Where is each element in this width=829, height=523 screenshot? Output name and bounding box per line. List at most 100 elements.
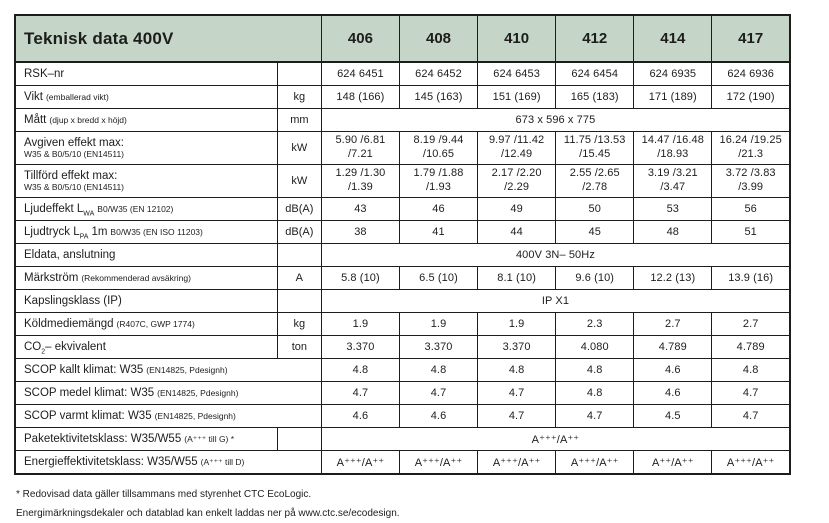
span-value-cell: A⁺⁺⁺/A⁺⁺ — [320, 427, 791, 451]
value-cell: 4.7 — [320, 381, 400, 405]
row-kapslingsklass: Kapslingsklass (IP) IP X1 — [14, 289, 791, 313]
row-matt: Mått (djup x bredd x höjd) mm 673 x 596 x… — [14, 108, 791, 132]
value-cell: 3.370 — [477, 335, 557, 359]
row-label: Avgiven effekt max: — [24, 136, 124, 149]
value-cell: 624 6936 — [711, 61, 791, 86]
row-scop-varmt: SCOP varmt klimat: W35 (EN14825, Pdesignh… — [14, 404, 791, 428]
row-label: Eldata, anslutning — [24, 249, 116, 261]
unit-cell: ton — [276, 335, 322, 359]
model-column-header: 414 — [633, 14, 713, 63]
row-label-note: (emballerad vikt) — [45, 92, 109, 102]
value-cell: 145 (163) — [398, 85, 479, 109]
unit-cell — [276, 427, 322, 451]
span-value-cell: IP X1 — [320, 289, 791, 313]
value-cell: 172 (190) — [711, 85, 791, 109]
value-cell: 14.47 /16.48/18.93 — [633, 131, 713, 165]
value-cell: 4.8 — [555, 358, 635, 382]
row-label-note: (EN14825, Pdesignh) — [154, 411, 236, 421]
model-column-header: 406 — [320, 14, 400, 63]
row-avgiven-effekt: Avgiven effekt max: W35 & B0/5/10 (EN145… — [14, 131, 791, 165]
model-column-header: 412 — [555, 14, 635, 63]
value-cell: 4.5 — [633, 404, 713, 428]
row-label-note: W35 & B0/5/10 (EN14511) — [24, 181, 125, 192]
row-label: Märkström — [24, 272, 79, 284]
value-cell: A⁺⁺⁺/A⁺⁺ — [477, 450, 557, 475]
value-cell: 41 — [398, 220, 479, 244]
row-label-note: (A⁺⁺⁺ till G) * — [184, 434, 235, 444]
value-cell: 13.9 (16) — [711, 266, 791, 290]
value-cell: 3.370 — [320, 335, 400, 359]
row-label-note: B0/W35 (EN 12102) — [97, 204, 174, 214]
table-header-row: Teknisk data 400V 406 408 410 412 414 41… — [14, 14, 791, 63]
row-label: Paketektivitetsklass: W35/W55 — [24, 433, 182, 445]
row-ljudtryck: Ljudtryck LPA 1m B0/W35 (EN ISO 11203) dB(… — [14, 220, 791, 244]
value-cell: 9.97 /11.42/12.49 — [477, 131, 557, 165]
unit-cell: dB(A) — [276, 197, 322, 221]
unit-cell — [276, 289, 322, 313]
value-cell: 9.6 (10) — [555, 266, 635, 290]
value-cell: 3.370 — [398, 335, 479, 359]
value-cell: A⁺⁺/A⁺⁺ — [633, 450, 713, 475]
footnote-asterisk: * Redovisad data gäller tillsammans med … — [16, 489, 312, 500]
value-cell: 4.7 — [711, 381, 791, 405]
value-cell: 2.55 /2.65/2.78 — [555, 164, 635, 198]
value-cell: 4.8 — [320, 358, 400, 382]
row-label: Kapslingsklass (IP) — [24, 295, 122, 307]
unit-cell: A — [276, 266, 322, 290]
model-column-header: 408 — [398, 14, 479, 63]
row-label-mid: 1m — [91, 226, 108, 238]
row-label: SCOP kallt klimat: W35 — [24, 364, 144, 376]
unit-cell: mm — [276, 108, 322, 132]
model-column-header: 410 — [477, 14, 557, 63]
value-cell: 8.19 /9.44/10.65 — [398, 131, 479, 165]
footnote-ecodesign: Energimärkningsdekaler och datablad kan … — [16, 508, 400, 519]
value-cell: 1.79 /1.88/1.93 — [398, 164, 479, 198]
row-label-note: (Rekommenderad avsäkring) — [81, 273, 191, 283]
row-label-note: (djup x bredd x höjd) — [49, 115, 127, 125]
unit-cell — [276, 243, 322, 267]
value-cell: 1.9 — [477, 312, 557, 336]
value-cell: 4.6 — [633, 358, 713, 382]
unit-cell: dB(A) — [276, 220, 322, 244]
value-cell: A⁺⁺⁺/A⁺⁺ — [320, 450, 400, 475]
value-cell: 4.7 — [711, 404, 791, 428]
value-cell: 4.6 — [633, 381, 713, 405]
model-column-header: 417 — [711, 14, 791, 63]
value-cell: 48 — [633, 220, 713, 244]
value-cell: 5.8 (10) — [320, 266, 400, 290]
value-cell: 50 — [555, 197, 635, 221]
value-cell: 4.8 — [398, 358, 479, 382]
unit-cell — [276, 61, 322, 86]
value-cell: 624 6451 — [320, 61, 400, 86]
value-cell: 5.90 /6.81/7.21 — [320, 131, 400, 165]
value-cell: 1.9 — [320, 312, 400, 336]
row-label: SCOP varmt klimat: W35 — [24, 410, 152, 422]
value-cell: 44 — [477, 220, 557, 244]
unit-cell: kg — [276, 312, 322, 336]
value-cell: 171 (189) — [633, 85, 713, 109]
value-cell: A⁺⁺⁺/A⁺⁺ — [398, 450, 479, 475]
value-cell: 624 6452 — [398, 61, 479, 86]
value-cell: 16.24 /19.25/21.3 — [711, 131, 791, 165]
value-cell: A⁺⁺⁺/A⁺⁺ — [711, 450, 791, 475]
unit-cell: kW — [276, 131, 322, 165]
row-markstrom: Märkström (Rekommenderad avsäkring) A 5.8… — [14, 266, 791, 290]
value-cell: 45 — [555, 220, 635, 244]
value-cell: 53 — [633, 197, 713, 221]
row-eldata: Eldata, anslutning 400V 3N– 50Hz — [14, 243, 791, 267]
value-cell: 4.8 — [555, 381, 635, 405]
row-label-mid: – ekvivalent — [45, 341, 106, 353]
row-label: Mått — [24, 114, 47, 126]
span-value-cell: 673 x 596 x 775 — [320, 108, 791, 132]
value-cell: 624 6935 — [633, 61, 713, 86]
value-cell: 4.789 — [633, 335, 713, 359]
value-cell: 165 (183) — [555, 85, 635, 109]
value-cell: 1.9 — [398, 312, 479, 336]
value-cell: 4.789 — [711, 335, 791, 359]
value-cell: 2.7 — [711, 312, 791, 336]
row-tillford-effekt: Tillförd effekt max: W35 & B0/5/10 (EN14… — [14, 164, 791, 198]
value-cell: 56 — [711, 197, 791, 221]
row-rsk-nr: RSK–nr 624 6451 624 6452 624 6453 624 64… — [14, 61, 791, 86]
value-cell: 151 (169) — [477, 85, 557, 109]
